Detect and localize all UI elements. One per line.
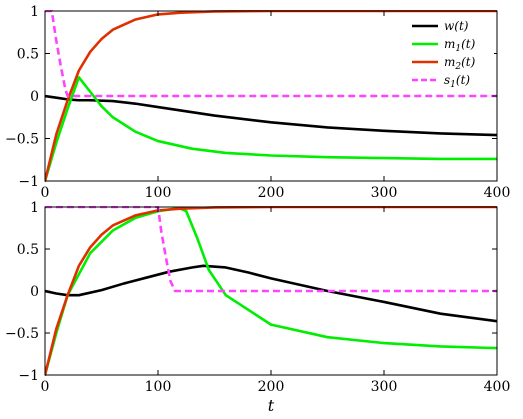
x-tick-label: 300 <box>371 379 398 395</box>
x-tick-label: 200 <box>258 185 285 201</box>
legend-label: m1(t) <box>444 37 476 54</box>
series-group <box>45 206 497 376</box>
x-tick-label: 0 <box>41 185 50 201</box>
y-tick-label: 0 <box>30 284 39 300</box>
y-tick-label: −0.5 <box>5 326 39 342</box>
x-tick-label: 300 <box>371 185 398 201</box>
y-tick-label: −1 <box>18 368 39 384</box>
x-tick-label: 100 <box>145 185 172 201</box>
y-tick-label: 0.5 <box>17 47 39 63</box>
bottom-chart: 0 100 200 300 400 −1 −0.5 0 0.5 1 t <box>5 200 510 415</box>
x-tick-label: 100 <box>145 379 172 395</box>
x-tick-label: 400 <box>484 379 511 395</box>
y-tick-label: −0.5 <box>5 132 39 148</box>
x-tick-label: 200 <box>258 379 285 395</box>
legend: w(t) m1(t)m2(t)s1(t) <box>408 14 494 92</box>
series-line-wt <box>45 264 497 323</box>
x-tick-label: 400 <box>484 185 511 201</box>
legend-label: s1(t) <box>444 73 470 90</box>
x-axis-label: t <box>268 396 275 415</box>
x-tick-label: 0 <box>41 379 50 395</box>
y-tick-label: −1 <box>18 174 39 190</box>
legend-label: w(t) <box>444 19 469 33</box>
series-line-m1t <box>45 207 497 376</box>
series-line-m1t <box>45 76 497 182</box>
y-tick-label: 1 <box>30 4 39 20</box>
y-tick-label: 0 <box>30 89 39 105</box>
y-tick-label: 0.5 <box>17 242 39 258</box>
y-tick-label: 1 <box>30 200 39 216</box>
series-line-wt <box>45 94 497 137</box>
top-chart: 0 100 200 300 400 −1 −0.5 0 0.5 1 w(t) m1(t)m2(t)s1… <box>5 4 510 201</box>
legend-label: m2(t) <box>444 55 476 72</box>
